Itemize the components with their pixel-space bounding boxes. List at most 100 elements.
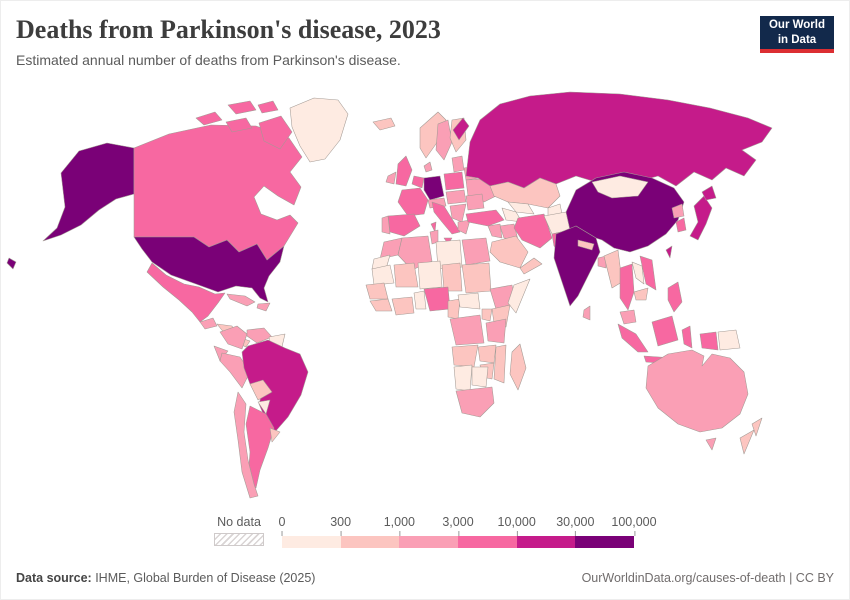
country-uruguay[interactable] [269, 427, 281, 443]
country-egypt[interactable] [461, 237, 491, 266]
country-indonesia-sulawesi[interactable] [681, 325, 693, 349]
country-mongolia[interactable] [591, 175, 649, 199]
country-japan[interactable] [689, 195, 713, 241]
country-syria[interactable] [487, 223, 503, 239]
country-sardinia[interactable] [430, 221, 437, 233]
country-niger[interactable] [417, 260, 443, 290]
country-baltics[interactable] [451, 155, 465, 173]
country-mexico[interactable] [146, 262, 226, 323]
country-libya[interactable] [435, 239, 463, 270]
country-chad[interactable] [441, 262, 463, 292]
country-laos[interactable] [631, 261, 645, 285]
country-canada-island[interactable] [227, 100, 257, 115]
country-hispaniola[interactable] [256, 302, 271, 312]
country-benin-togo[interactable] [413, 290, 427, 310]
country-north-korea[interactable] [671, 203, 685, 219]
country-germany[interactable] [423, 175, 445, 201]
country-iceland[interactable] [372, 117, 396, 131]
country-canada-island[interactable] [225, 117, 253, 133]
country-canada-island[interactable] [257, 100, 279, 114]
country-uzbekistan[interactable] [507, 201, 535, 215]
country-alaska[interactable] [42, 142, 135, 242]
legend-segment[interactable] [340, 536, 400, 548]
country-poland[interactable] [443, 171, 465, 191]
country-zambia[interactable] [477, 344, 497, 364]
country-indonesia-papua[interactable] [699, 331, 719, 351]
country-sri-lanka[interactable] [582, 305, 591, 321]
country-bangladesh[interactable] [597, 255, 607, 269]
country-romania[interactable] [465, 193, 485, 211]
country-paraguay[interactable] [257, 399, 271, 415]
country-new-zealand-north[interactable] [751, 417, 763, 437]
country-sweden[interactable] [435, 119, 453, 161]
country-peru[interactable] [219, 352, 251, 389]
country-tasmania[interactable] [705, 437, 717, 451]
country-venezuela[interactable] [246, 327, 273, 344]
legend-segment[interactable] [282, 536, 341, 548]
country-angola[interactable] [451, 344, 479, 368]
country-yemen-oman[interactable] [519, 257, 543, 275]
country-france[interactable] [397, 187, 429, 217]
country-greenland[interactable] [289, 97, 349, 163]
country-japan-hokkaido[interactable] [701, 185, 717, 201]
country-mozambique[interactable] [493, 344, 507, 384]
country-united-states[interactable] [133, 236, 285, 303]
country-vietnam[interactable] [639, 255, 657, 291]
country-guatemala[interactable] [199, 317, 218, 330]
country-denmark[interactable] [423, 161, 433, 173]
country-madagascar[interactable] [509, 343, 527, 391]
legend-segment[interactable] [575, 536, 635, 548]
legend-segment[interactable] [516, 536, 576, 548]
owid-logo[interactable]: Our World in Data [760, 16, 834, 53]
country-sudan[interactable] [461, 262, 492, 294]
country-saudi-arabia[interactable] [489, 235, 529, 269]
country-thailand[interactable] [619, 263, 635, 311]
country-taiwan[interactable] [665, 245, 673, 259]
country-new-zealand-south[interactable] [739, 429, 755, 455]
country-tanzania[interactable] [485, 318, 507, 344]
legend-segment[interactable] [399, 536, 459, 548]
country-cambodia[interactable] [633, 287, 649, 301]
country-baffin-island[interactable] [258, 115, 293, 150]
country-botswana[interactable] [471, 366, 489, 388]
country-italy[interactable] [431, 201, 461, 235]
country-namibia[interactable] [453, 364, 473, 392]
country-bolivia[interactable] [249, 379, 273, 401]
country-myanmar[interactable] [603, 249, 623, 289]
country-indonesia-borneo[interactable] [651, 315, 679, 347]
country-iran[interactable] [513, 213, 553, 249]
country-nigeria[interactable] [423, 286, 451, 312]
footer-link[interactable]: OurWorldinData.org/causes-of-death | CC … [581, 571, 834, 585]
country-dr-congo[interactable] [449, 314, 485, 346]
country-mauritania[interactable] [371, 264, 395, 286]
country-senegal[interactable] [365, 282, 389, 300]
country-papua-new-guinea[interactable] [717, 329, 741, 351]
country-hawaii[interactable] [6, 257, 17, 270]
no-data-hatch-swatch[interactable] [214, 533, 264, 546]
country-spain[interactable] [387, 213, 421, 237]
country-south-korea[interactable] [675, 217, 687, 233]
country-cuba[interactable] [226, 293, 256, 307]
country-united-kingdom[interactable] [395, 155, 413, 187]
country-guinea[interactable] [369, 298, 393, 312]
country-philippines[interactable] [667, 281, 683, 313]
country-uganda[interactable] [481, 308, 493, 322]
country-australia[interactable] [645, 349, 749, 433]
country-czech-hungary[interactable] [445, 189, 467, 205]
country-greece[interactable] [457, 219, 471, 235]
country-netherlands[interactable] [411, 175, 425, 189]
country-india[interactable] [553, 225, 601, 307]
country-ireland[interactable] [385, 171, 397, 185]
country-colombia[interactable] [219, 325, 248, 350]
country-turkey[interactable] [465, 209, 505, 227]
country-cameroon[interactable] [447, 298, 461, 320]
legend-no-data[interactable]: No data [214, 515, 264, 546]
country-argentina[interactable] [245, 405, 275, 489]
country-malaysia[interactable] [619, 309, 637, 325]
country-canada-island[interactable] [195, 111, 223, 126]
country-nepal[interactable] [577, 239, 595, 251]
country-chile[interactable] [233, 391, 259, 499]
country-mali[interactable] [393, 262, 419, 288]
country-central-african-republic[interactable] [457, 292, 481, 310]
country-ghana-ivory-coast[interactable] [391, 296, 415, 316]
